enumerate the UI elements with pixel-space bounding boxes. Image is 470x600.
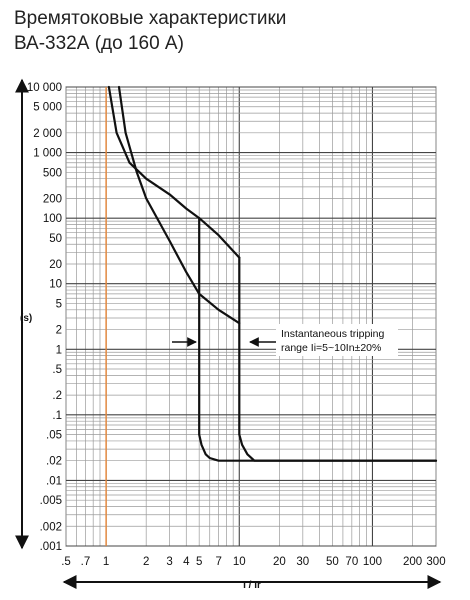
x-tick-label: 10 <box>233 556 246 568</box>
y-tick-label: .005 <box>40 495 62 507</box>
axes: (s) I / Ir <box>15 78 442 591</box>
y-tick-label: .02 <box>46 456 62 468</box>
y-tick-label: 1 <box>56 344 62 356</box>
title-line-1: Времятоковые характеристики <box>14 8 287 29</box>
y-tick-label: 200 <box>43 193 62 205</box>
series-4-curve <box>238 256 438 462</box>
x-tick-label: .5 <box>61 556 71 568</box>
x-tick-label: 4 <box>183 556 190 568</box>
y-tick-label: 100 <box>43 213 62 225</box>
x-tick-label: 5 <box>196 556 202 568</box>
tick-labels: 10 000 5 000 2 000 1 000 500 200 100 50 20 10 5 2 1.… <box>27 82 446 568</box>
series-3-curve <box>198 217 438 462</box>
y-tick-label: 2 <box>56 325 62 337</box>
y-tick-label: 50 <box>49 233 62 245</box>
y-tick-label: .5 <box>52 364 62 376</box>
x-axis-label: I / Ir <box>243 580 261 591</box>
x-tick-label: 2 <box>143 556 149 568</box>
x-tick-label: 300 <box>426 556 445 568</box>
y-tick-label: .1 <box>52 410 62 422</box>
x-tick-label: 100 <box>363 556 382 568</box>
grid <box>65 86 437 547</box>
y-axis-label: (s) <box>20 313 32 324</box>
series-2-curve <box>117 85 241 325</box>
y-tick-label: 10 000 <box>27 82 62 94</box>
series-1-curve <box>107 85 241 259</box>
x-tick-label: 200 <box>403 556 422 568</box>
y-tick-label: .001 <box>40 541 62 553</box>
annotation-box <box>276 324 398 356</box>
x-tick-label: 50 <box>326 556 339 568</box>
x-tick-label: .7 <box>81 556 91 568</box>
x-tick-label: 70 <box>345 556 358 568</box>
y-tick-label: 20 <box>49 259 62 271</box>
x-tick-label: 1 <box>103 556 109 568</box>
x-tick-label: 20 <box>273 556 286 568</box>
y-tick-label: 500 <box>43 167 62 179</box>
annotation-line-2: range Ii=5~10In±20% <box>281 342 381 354</box>
y-tick-label: 2 000 <box>33 128 62 140</box>
x-tick-label: 30 <box>296 556 309 568</box>
x-tick-label: 7 <box>215 556 221 568</box>
y-tick-label: .2 <box>52 390 62 402</box>
y-tick-label: 1 000 <box>33 148 62 160</box>
x-tick-label: 3 <box>166 556 172 568</box>
y-tick-label: 5 000 <box>33 102 62 114</box>
y-tick-label: .002 <box>40 521 62 533</box>
series-group <box>107 85 438 462</box>
title-line-2: ВА-332А (до 160 А) <box>14 33 184 54</box>
y-tick-label: 10 <box>49 279 62 291</box>
y-tick-label: .01 <box>46 475 62 487</box>
y-tick-label: .05 <box>46 430 62 442</box>
chart-title: Времятоковые характеристики ВА-332А (до … <box>14 6 286 56</box>
annotation-line-1: Instantaneous tripping <box>281 328 384 340</box>
y-tick-label: 5 <box>56 298 62 310</box>
annotation: Instantaneous tripping range Ii=5~10In±2… <box>172 324 398 356</box>
